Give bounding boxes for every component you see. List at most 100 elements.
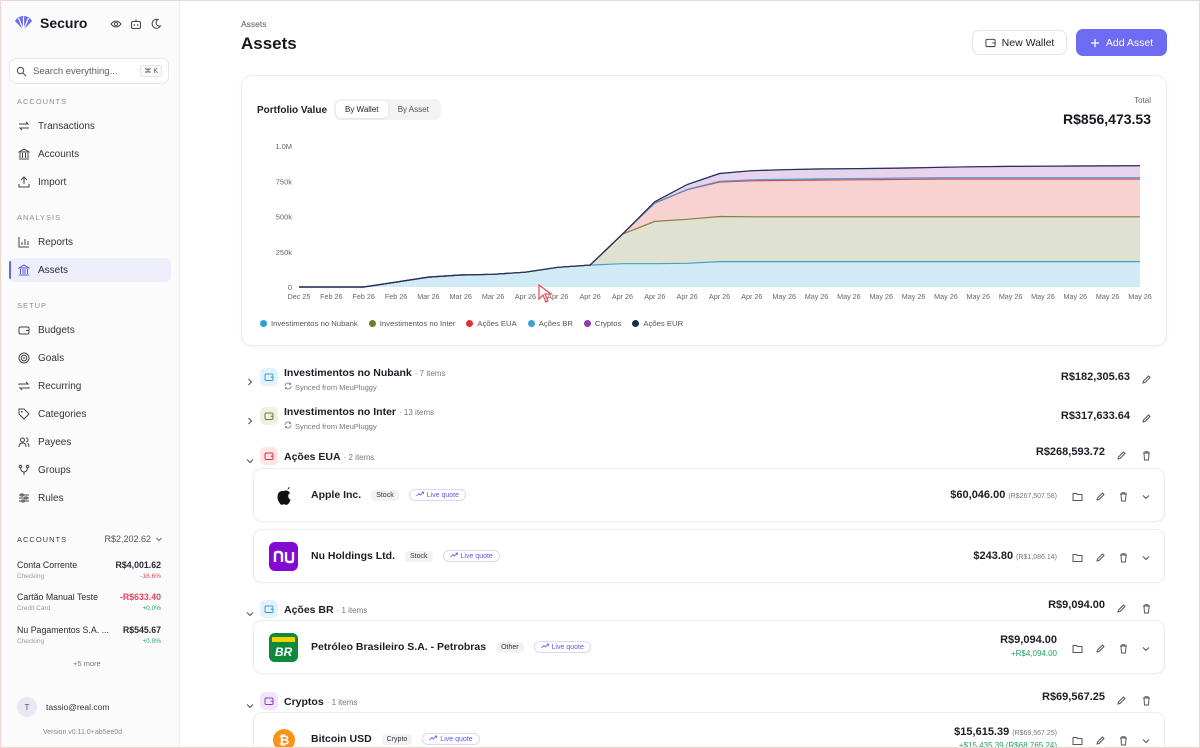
- pencil-icon[interactable]: [1141, 372, 1152, 384]
- wallet-group-row[interactable]: Investimentos no Inter · 13 items Synced f…: [241, 402, 1167, 438]
- account-row[interactable]: Conta Corrente R$4,001.62 Checking -16.6%: [17, 560, 161, 580]
- chevron-down-icon[interactable]: [1141, 550, 1152, 561]
- folder-icon[interactable]: [1072, 641, 1083, 653]
- sidebar-item-payees[interactable]: Payees: [9, 430, 171, 454]
- tab-by-asset[interactable]: By Asset: [397, 105, 429, 114]
- chevron-down-icon[interactable]: [245, 606, 255, 617]
- accounts-summary-total-wrap: R$2,202.62: [104, 534, 163, 544]
- user-menu[interactable]: T tassio@real.com: [17, 697, 109, 717]
- legend-item[interactable]: Cryptos: [583, 319, 621, 328]
- bitcoin-logo-icon: ₿: [269, 725, 298, 747]
- trash-icon[interactable]: [1141, 601, 1152, 614]
- accounts-summary-label: ACCOUNTS: [17, 534, 68, 544]
- asset-row[interactable]: Apple Inc. Stock Live quote $60,046.00 (R$26…: [253, 468, 1165, 522]
- moon-icon[interactable]: [150, 17, 162, 29]
- asset-value-converted: (R$1,086.14): [1016, 554, 1057, 561]
- sidebar-item-assets[interactable]: Assets: [9, 258, 171, 282]
- sidebar-top-icons: [110, 17, 162, 29]
- wallet-group-row[interactable]: Ações EUA · 2 items R$268,593.72: [241, 442, 1167, 478]
- chevron-down-icon[interactable]: [245, 453, 255, 464]
- account-change: -16.6%: [140, 573, 161, 580]
- trash-icon[interactable]: [1118, 733, 1129, 746]
- pencil-icon[interactable]: [1141, 411, 1152, 423]
- sidebar-item-reports[interactable]: Reports: [9, 230, 171, 254]
- asset-row[interactable]: ₿ Bitcoin USD Crypto Live quote $15,615.39 (R…: [253, 712, 1165, 747]
- breadcrumb[interactable]: Assets: [241, 19, 267, 29]
- wallet-group-row[interactable]: Cryptos · 1 items R$69,567.25: [241, 687, 1167, 723]
- tab-by-wallet[interactable]: By Wallet: [336, 101, 388, 118]
- wallet-group-name: Ações EUA · 2 items: [284, 451, 374, 463]
- search-input[interactable]: [33, 65, 133, 77]
- chevron-down-icon[interactable]: [1141, 489, 1152, 500]
- sidebar-item-goals[interactable]: Goals: [9, 346, 171, 370]
- sidebar-item-accounts[interactable]: Accounts: [9, 142, 171, 166]
- pencil-icon[interactable]: [1116, 448, 1127, 460]
- more-accounts-link[interactable]: +5 more: [73, 659, 101, 668]
- search-box[interactable]: ⌘ K: [9, 58, 169, 84]
- area-series: [299, 261, 1140, 287]
- asset-value-wrap: $60,046.00 (R$267,507.58): [950, 489, 1057, 501]
- pencil-icon[interactable]: [1116, 601, 1127, 613]
- trash-icon[interactable]: [1141, 693, 1152, 706]
- pencil-icon[interactable]: [1095, 489, 1106, 501]
- brand[interactable]: Securo: [14, 15, 87, 31]
- new-wallet-button[interactable]: New Wallet: [972, 30, 1067, 55]
- legend-item[interactable]: Investimentos no Nubank: [260, 319, 358, 328]
- bar-chart-icon: [18, 237, 29, 248]
- pencil-icon[interactable]: [1095, 550, 1106, 562]
- chevron-right-icon[interactable]: [245, 413, 255, 425]
- x-tick-label: May 26: [772, 292, 796, 301]
- sidebar-item-recurring[interactable]: Recurring: [9, 374, 171, 398]
- wallet-group-row[interactable]: Ações BR · 1 items R$9,094.00: [241, 595, 1167, 631]
- folder-icon[interactable]: [1072, 550, 1083, 562]
- sidebar-item-categories[interactable]: Categories: [9, 402, 171, 426]
- folder-icon[interactable]: [1072, 489, 1083, 501]
- legend-item[interactable]: Ações EUR: [632, 319, 683, 328]
- bot-icon[interactable]: [130, 17, 142, 29]
- sidebar-item-label: Rules: [38, 492, 64, 504]
- wallet-icon: [260, 407, 278, 425]
- trash-icon[interactable]: [1118, 550, 1129, 563]
- asset-row[interactable]: Nu Holdings Ltd. Stock Live quote $243.80 (R…: [253, 529, 1165, 583]
- wallet-icon: [260, 692, 278, 710]
- wallet-group-count: · 7 items: [414, 369, 446, 378]
- chevron-down-icon[interactable]: [155, 535, 163, 543]
- sidebar-item-transactions[interactable]: Transactions: [9, 114, 171, 138]
- bank-icon: [18, 148, 30, 160]
- pencil-icon[interactable]: [1095, 733, 1106, 745]
- account-row[interactable]: Cartão Manual Teste -R$633.40 Credit Card…: [17, 592, 161, 612]
- asset-row[interactable]: BR Petróleo Brasileiro S.A. - Petrobras Ot…: [253, 620, 1165, 674]
- accounts-summary-header[interactable]: ACCOUNTS R$2,202.62: [17, 534, 163, 544]
- legend-item[interactable]: Ações EUA: [466, 319, 517, 328]
- legend-label: Ações EUA: [477, 319, 517, 328]
- svg-text:BR: BR: [275, 645, 293, 659]
- pencil-icon[interactable]: [1116, 693, 1127, 705]
- add-asset-button[interactable]: Add Asset: [1076, 29, 1167, 56]
- sidebar-item-rules[interactable]: Rules: [9, 486, 171, 510]
- live-quote-badge: Live quote: [442, 550, 500, 562]
- legend-item[interactable]: Ações BR: [527, 319, 573, 328]
- eye-icon[interactable]: [110, 17, 122, 29]
- legend-swatch: [466, 320, 474, 327]
- chevron-down-icon[interactable]: [1141, 733, 1152, 744]
- trash-icon[interactable]: [1118, 489, 1129, 502]
- chevron-down-icon[interactable]: [245, 698, 255, 709]
- wallet-icon: [260, 600, 278, 618]
- live-quote-badge: Live quote: [408, 489, 467, 501]
- trash-icon[interactable]: [1141, 448, 1152, 461]
- section-label-setup: SETUP: [17, 301, 48, 310]
- account-row[interactable]: Nu Pagamentos S.A. ... R$545.67 Checking +…: [17, 625, 161, 645]
- pencil-icon[interactable]: [1095, 641, 1106, 653]
- sidebar-item-groups[interactable]: Groups: [9, 458, 171, 482]
- chevron-down-icon[interactable]: [1141, 641, 1152, 652]
- legend-item[interactable]: Investimentos no Inter: [368, 319, 455, 328]
- wallet-group-value: R$317,633.64: [1060, 410, 1130, 422]
- folder-icon[interactable]: [1072, 733, 1083, 745]
- sidebar-item-budgets[interactable]: Budgets: [9, 318, 171, 342]
- wallet-group-row[interactable]: Investimentos no Nubank · 7 items Synced f…: [241, 363, 1167, 399]
- page-title: Assets: [241, 34, 297, 53]
- trash-icon[interactable]: [1118, 641, 1129, 654]
- sidebar-item-import[interactable]: Import: [9, 170, 171, 194]
- chevron-right-icon[interactable]: [245, 374, 255, 386]
- shell-logo-icon: [15, 16, 32, 31]
